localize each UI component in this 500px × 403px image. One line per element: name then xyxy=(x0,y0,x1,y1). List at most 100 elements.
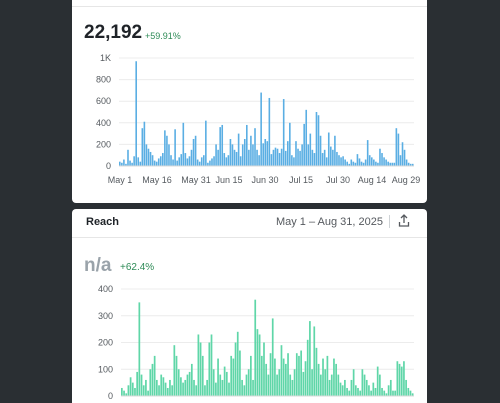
chart-bar xyxy=(260,92,262,166)
chart-bar xyxy=(119,161,121,166)
chart-bar xyxy=(405,379,407,396)
chart-bar xyxy=(289,374,292,396)
chart-bar xyxy=(321,153,324,166)
chart-bar xyxy=(136,371,139,396)
chart-bar xyxy=(210,334,213,396)
chart-bar xyxy=(280,148,283,166)
chart-bar xyxy=(373,159,375,166)
metric-value: 22,192 xyxy=(84,22,143,43)
chart-bar xyxy=(164,382,167,397)
chart-bar xyxy=(368,385,370,396)
y-tick-label: 300 xyxy=(98,311,113,321)
chart-bar xyxy=(138,302,141,397)
chart-bar xyxy=(395,128,398,166)
chart-bar xyxy=(360,161,363,166)
chart-bar xyxy=(405,159,408,166)
chart-bar xyxy=(186,374,189,396)
chart-bar xyxy=(139,161,142,166)
chart-bar xyxy=(151,155,154,166)
chart-bar xyxy=(225,157,228,166)
chart-bar xyxy=(322,358,324,396)
card-title: Reach xyxy=(86,216,120,228)
chart-bar xyxy=(227,155,230,166)
y-tick-label: 0 xyxy=(108,391,113,401)
chart-bar xyxy=(365,379,368,396)
chart-bar xyxy=(231,144,234,166)
chart-bar xyxy=(287,353,289,396)
chart-bar xyxy=(297,148,299,166)
chart-bar xyxy=(149,151,152,166)
chart-bar xyxy=(398,363,401,396)
chart-bar xyxy=(289,122,291,166)
chart-bar xyxy=(162,153,164,166)
chart-bar xyxy=(334,135,336,166)
chart-bar xyxy=(202,155,205,166)
chart-bar xyxy=(177,369,180,396)
chart-bar xyxy=(335,363,337,396)
chart-bar xyxy=(311,149,314,166)
chart-bar xyxy=(364,159,367,166)
chart-bar xyxy=(340,157,342,166)
chart-bar xyxy=(344,159,346,166)
y-tick-label: 200 xyxy=(98,338,113,348)
chart-bar xyxy=(274,358,276,396)
chart-bar xyxy=(225,371,228,396)
chart-bar xyxy=(219,127,221,166)
chart-bar xyxy=(134,387,136,396)
chart-bar xyxy=(260,355,263,397)
chart-bar xyxy=(396,361,399,396)
chart-bar xyxy=(302,371,305,396)
bar-chart-reach: 0 100 200 300 400 xyxy=(98,285,414,401)
chart-bar xyxy=(246,124,248,166)
x-tick-label: May 31 xyxy=(181,175,211,185)
chart-bar xyxy=(291,379,294,396)
chart-bar xyxy=(363,374,366,396)
chart-bar xyxy=(208,342,211,396)
x-tick-label: May 16 xyxy=(142,175,172,185)
chart-bar xyxy=(234,342,237,396)
chart-bar xyxy=(151,363,154,396)
chart-bar xyxy=(284,150,287,166)
chart-bar xyxy=(178,157,181,166)
chart-bar xyxy=(131,162,133,166)
chart-bar xyxy=(381,153,383,166)
chart-bar xyxy=(267,374,270,396)
chart-bar xyxy=(268,97,271,166)
share-icon[interactable] xyxy=(397,213,411,229)
date-range-button[interactable]: May 1 – Aug 31, 2025 xyxy=(275,216,383,228)
chart-bar xyxy=(407,162,410,166)
chart-bar xyxy=(366,140,369,166)
chart-bar xyxy=(393,162,396,166)
chart-bar xyxy=(182,382,184,397)
chart-bar xyxy=(186,158,189,166)
chart-bar xyxy=(295,141,297,166)
chart-bar xyxy=(282,358,285,396)
chart-bar xyxy=(391,162,394,166)
chart-bar xyxy=(315,347,318,396)
chart-bar xyxy=(375,161,377,166)
chart-bar xyxy=(317,115,320,166)
chart-bar xyxy=(171,385,173,396)
chart-bar xyxy=(411,163,414,166)
chart-bar xyxy=(352,161,355,166)
chart-bar xyxy=(325,157,328,166)
chart-bar xyxy=(223,153,226,166)
x-tick-label: Jun 30 xyxy=(251,175,278,185)
chart-bar xyxy=(206,379,208,396)
chart-bar xyxy=(352,369,355,396)
chart-bar xyxy=(326,355,329,397)
chart-bar xyxy=(263,342,265,396)
chart-bar xyxy=(198,161,201,166)
y-tick-label: 600 xyxy=(96,96,111,106)
chart-bar xyxy=(346,161,348,166)
chart-bar xyxy=(330,374,333,396)
chart-bar xyxy=(248,149,250,166)
chart-bar xyxy=(387,385,390,396)
y-tick-label: 400 xyxy=(98,285,113,294)
chart-bar xyxy=(284,363,287,396)
chart-bar xyxy=(190,149,193,166)
chart-bar xyxy=(204,385,206,396)
chart-bar xyxy=(145,144,148,166)
chart-bar xyxy=(383,157,385,166)
chart-bar xyxy=(270,154,273,166)
